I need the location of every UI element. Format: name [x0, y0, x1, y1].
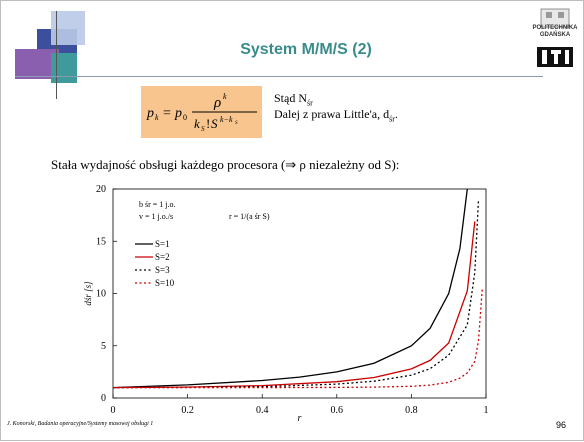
svg-text:k: k — [155, 113, 159, 122]
page-number: 96 — [556, 420, 567, 430]
deco-square-teal — [51, 53, 77, 83]
series-line — [112, 199, 480, 389]
university-logo — [537, 8, 573, 67]
side-text-line1: Stąd Nśr — [274, 91, 313, 108]
y-tick-label: 15 — [96, 236, 106, 247]
x-tick-label: 0.4 — [256, 405, 269, 416]
chart-annotation: r = 1/(a śr S) — [229, 212, 270, 221]
chart-annotation: v = 1 j.o./s — [139, 212, 173, 221]
title-rule — [15, 76, 543, 77]
svg-text:S: S — [211, 116, 218, 131]
svg-text:k: k — [223, 92, 227, 101]
legend-label: S=2 — [155, 252, 170, 262]
legend-label: S=10 — [155, 278, 175, 288]
svg-text:S: S — [235, 121, 238, 126]
logo-text-top: POLITECHNIKA — [532, 25, 578, 31]
svg-text:ρ: ρ — [213, 95, 221, 111]
y-tick-label: 5 — [101, 341, 106, 352]
x-axis-label: r — [298, 413, 302, 424]
chart-annotation: b śr = 1 j.o. — [139, 200, 176, 209]
svg-text:=: = — [163, 106, 171, 121]
y-axis-label: dśr [s] — [83, 281, 93, 306]
statement-text: Stała wydajność obsługi każdego procesor… — [51, 157, 400, 172]
y-tick-label: 10 — [96, 289, 106, 300]
svg-text:p: p — [146, 106, 154, 121]
legend-label: S=1 — [155, 239, 170, 249]
side-text-line2: Dalej z prawa Little'a, dśr. — [274, 107, 398, 124]
svg-text:!: ! — [206, 116, 210, 131]
series-line — [112, 188, 468, 389]
x-tick-label: 0 — [111, 405, 116, 416]
y-tick-label: 0 — [101, 393, 106, 404]
series-line — [113, 288, 483, 389]
deco-line-vertical — [56, 11, 57, 99]
svg-text:0: 0 — [183, 113, 187, 122]
x-tick-label: 0.8 — [405, 405, 418, 416]
svg-text:k−k: k−k — [220, 115, 233, 124]
svg-text:S: S — [201, 125, 205, 133]
x-tick-label: 0.6 — [331, 405, 344, 416]
logo-text-bottom: GDAŃSKA — [539, 32, 571, 38]
y-tick-label: 20 — [96, 184, 106, 195]
svg-text:k: k — [194, 116, 200, 131]
legend-label: S=3 — [155, 265, 170, 275]
x-tick-label: 1 — [484, 405, 489, 416]
slide-title: System M/M/S (2) — [240, 41, 372, 58]
formula: p k = p 0 ρ k k S ! S k−k S — [146, 92, 257, 133]
x-tick-label: 0.2 — [181, 405, 194, 416]
footer-text: J. Konorski, Badania operacyjne/Systemy … — [7, 421, 154, 427]
series-line — [112, 221, 476, 389]
svg-text:p: p — [174, 106, 182, 121]
